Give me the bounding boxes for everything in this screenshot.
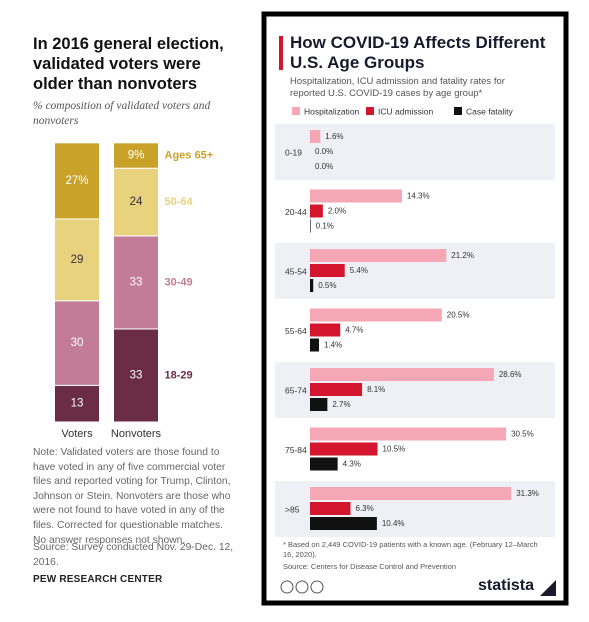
data-label: 1.6% <box>325 132 343 141</box>
data-label: 10.4% <box>382 519 405 528</box>
bar <box>310 398 328 411</box>
data-label: 1.4% <box>324 341 342 350</box>
bar <box>310 383 363 396</box>
data-label: 30 <box>71 337 84 349</box>
data-label: 8.1% <box>367 385 385 394</box>
chart-subtitle: Hospitalization, ICU admission and fatal… <box>290 76 505 99</box>
bar <box>310 457 338 471</box>
data-label: 2.7% <box>332 400 350 409</box>
bar <box>310 249 447 262</box>
legend-label: Hospitalization <box>304 106 360 116</box>
data-label: 20.5% <box>447 311 470 320</box>
bar <box>310 308 442 322</box>
series-label: 50-64 <box>165 196 194 208</box>
data-label: 31.3% <box>516 489 539 498</box>
data-label: 27% <box>65 175 88 187</box>
y-tick-label: 75-84 <box>285 445 307 455</box>
series-label: 30-49 <box>165 276 193 288</box>
x-tick-label: Nonvoters <box>111 428 162 440</box>
bar-segment <box>113 142 159 169</box>
data-label: 33 <box>130 370 143 382</box>
legend-swatch <box>292 107 300 115</box>
legend-label: Case fatality <box>466 106 514 116</box>
data-label: 13 <box>71 398 84 410</box>
data-label: 0.0% <box>315 162 333 171</box>
bar <box>310 502 351 515</box>
data-label: 14.3% <box>407 192 430 201</box>
data-label: 0.5% <box>318 281 336 290</box>
license-icon <box>310 580 324 594</box>
bar <box>310 323 341 337</box>
source: Source: Centers for Disease Control and … <box>283 562 457 571</box>
logo: PEW RESEARCH CENTER <box>33 574 163 585</box>
y-tick-label: 55-64 <box>285 326 307 336</box>
bar <box>310 219 311 233</box>
data-label: 29 <box>71 254 84 266</box>
bar <box>310 442 378 456</box>
y-tick-label: >85 <box>285 504 300 514</box>
source: Source: Survey conducted Nov. 29-Dec. 12… <box>33 542 234 568</box>
data-label: 30.5% <box>511 430 534 439</box>
bar <box>310 130 321 143</box>
data-label: 0.0% <box>315 147 333 156</box>
bar <box>310 517 377 530</box>
data-label: 6.3% <box>356 504 374 513</box>
license-icon <box>280 580 294 594</box>
series-label: 18-29 <box>165 369 193 381</box>
footnote: * Based on 2,449 COVID-19 patients with … <box>283 540 538 559</box>
data-label: 24 <box>130 196 143 208</box>
logo: statista <box>478 577 535 594</box>
note: Note: Validated voters are those found t… <box>33 447 231 546</box>
y-tick-label: 0-19 <box>285 147 302 157</box>
data-label: 0.1% <box>316 222 334 231</box>
data-label: 28.6% <box>499 370 522 379</box>
y-tick-label: 65-74 <box>285 385 307 395</box>
title-accent <box>279 36 283 70</box>
data-label: 4.3% <box>343 460 361 469</box>
bar <box>310 264 345 277</box>
data-label: 21.2% <box>451 251 474 260</box>
bar <box>310 189 402 203</box>
bar <box>310 487 512 500</box>
bar-segment <box>113 328 159 423</box>
data-label: 10.5% <box>383 445 406 454</box>
data-label: 33 <box>130 276 143 288</box>
y-tick-label: 45-54 <box>285 266 307 276</box>
row-band <box>275 124 555 180</box>
bar-segment <box>113 167 159 237</box>
legend-swatch <box>454 107 462 115</box>
license-icon <box>295 580 309 594</box>
bar-segment <box>54 300 100 386</box>
data-label: 5.4% <box>350 266 368 275</box>
data-label: 2.0% <box>328 207 346 216</box>
chart-title: How COVID-19 Affects Different U.S. Age … <box>290 33 546 72</box>
series-label: Ages 65+ <box>165 149 214 161</box>
chart-title: In 2016 general election, validated vote… <box>33 35 224 93</box>
bar <box>310 338 319 352</box>
legend-swatch <box>366 107 374 115</box>
chart-subtitle: % composition of validated voters and no… <box>33 100 211 127</box>
bar <box>310 279 314 292</box>
x-tick-label: Voters <box>61 428 93 440</box>
bar <box>310 204 323 218</box>
bar-segment <box>113 235 159 330</box>
bar <box>310 427 507 441</box>
bar <box>310 368 494 381</box>
bar-segment <box>54 142 100 220</box>
data-label: 9% <box>128 150 145 162</box>
legend-label: ICU admission <box>378 106 434 116</box>
data-label: 4.7% <box>345 326 363 335</box>
y-tick-label: 20-44 <box>285 207 307 217</box>
bar-segment <box>54 218 100 302</box>
logo-mark <box>540 580 556 596</box>
